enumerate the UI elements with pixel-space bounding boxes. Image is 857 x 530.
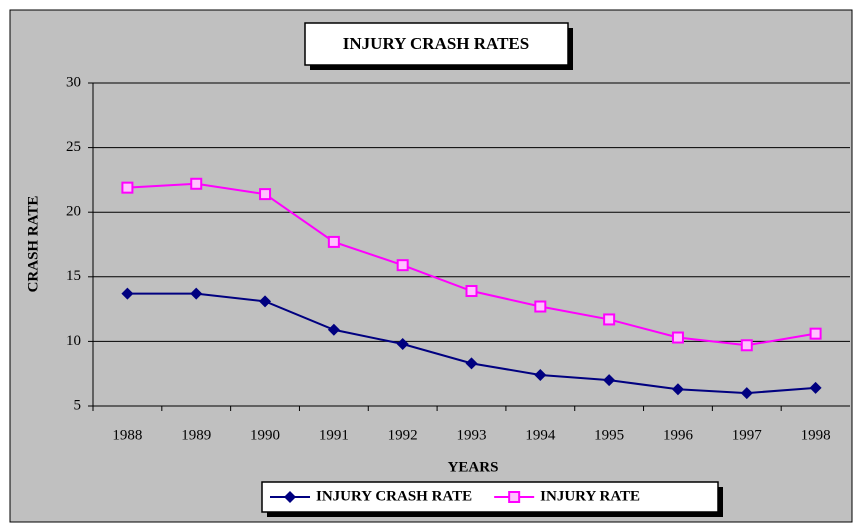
- point: [740, 339, 753, 352]
- point: [603, 313, 616, 326]
- y-tick-label: 10: [66, 333, 81, 349]
- point: [534, 300, 547, 313]
- x-tick-label: 1993: [457, 427, 487, 443]
- point: [121, 181, 134, 194]
- point: [603, 374, 616, 387]
- legend-marker: [284, 491, 296, 503]
- point: [671, 331, 684, 344]
- point: [396, 259, 409, 272]
- legend-box: [261, 481, 719, 513]
- point: [396, 337, 409, 350]
- x-tick-label: 1998: [801, 427, 831, 443]
- y-tick-label: 15: [66, 268, 81, 284]
- x-tick-label: 1992: [388, 427, 418, 443]
- x-tick-label: 1997: [732, 427, 763, 443]
- x-tick-label: 1988: [112, 427, 142, 443]
- point: [534, 368, 547, 381]
- point: [327, 323, 340, 336]
- x-tick-label: 1995: [594, 427, 624, 443]
- x-axis-label: YEARS: [448, 459, 499, 475]
- point: [327, 235, 340, 248]
- y-axis-label: CRASH RATE: [25, 196, 41, 293]
- point: [465, 357, 478, 370]
- x-tick-label: 1996: [663, 427, 694, 443]
- y-tick-label: 25: [66, 139, 81, 155]
- y-tick-label: 5: [74, 397, 82, 413]
- point: [121, 287, 134, 300]
- x-tick-label: 1991: [319, 427, 349, 443]
- y-tick-label: 20: [66, 204, 81, 220]
- title-box: [304, 22, 569, 66]
- point: [190, 177, 203, 190]
- chart-title: INJURY CRASH RATES: [343, 34, 529, 53]
- point: [259, 188, 272, 201]
- legend-marker: [508, 491, 521, 503]
- point: [809, 381, 822, 394]
- legend-label: INJURY CRASH RATE: [316, 488, 472, 504]
- chart-frame: [9, 9, 853, 523]
- x-tick-label: 1989: [181, 427, 211, 443]
- x-tick-label: 1994: [525, 427, 556, 443]
- point: [671, 383, 684, 396]
- point: [259, 295, 272, 308]
- legend-label: INJURY RATE: [540, 488, 640, 504]
- y-tick-label: 30: [66, 74, 81, 90]
- point: [809, 327, 822, 340]
- point: [465, 285, 478, 298]
- x-tick-label: 1990: [250, 427, 280, 443]
- point: [740, 387, 753, 400]
- point: [190, 287, 203, 300]
